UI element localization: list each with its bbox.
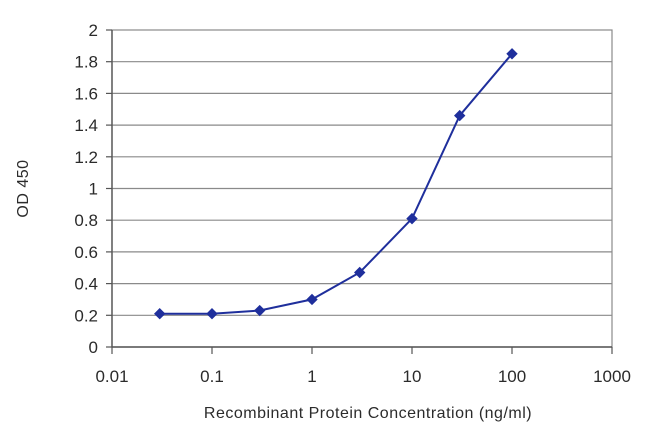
- data-point: [206, 308, 218, 320]
- x-tick-label: 100: [498, 367, 526, 386]
- y-tick-label: 1.2: [74, 148, 98, 167]
- y-ticks: 0 0.2 0.4 0.6 0.8 1 1.2 1.4 1.6 1.8 2: [74, 21, 112, 357]
- x-tick-label: 0.1: [200, 367, 224, 386]
- y-tick-label: 0.6: [74, 243, 98, 262]
- y-tick-label: 0: [89, 338, 98, 357]
- y-tick-label: 1.8: [74, 53, 98, 72]
- y-tick-label: 0.2: [74, 306, 98, 325]
- data-point: [506, 48, 518, 60]
- series-group: [154, 48, 518, 320]
- y-tick-label: 1.6: [74, 84, 98, 103]
- y-tick-label: 0.8: [74, 211, 98, 230]
- x-ticks: 0.01 0.1 1 10 100 1000: [95, 347, 631, 386]
- data-point: [454, 109, 466, 122]
- data-point: [306, 293, 318, 306]
- x-axis-title: Recombinant Protein Concentration (ng/ml…: [204, 405, 532, 422]
- x-tick-label: 10: [403, 367, 422, 386]
- data-point: [254, 304, 266, 317]
- y-tick-label: 2: [89, 21, 98, 40]
- x-tick-label: 1: [307, 367, 316, 386]
- x-tick-label: 0.01: [95, 367, 128, 386]
- series-line: [159, 53, 513, 315]
- data-point: [154, 308, 166, 320]
- x-tick-label: 1000: [593, 367, 631, 386]
- data-point: [406, 212, 418, 225]
- y-tick-label: 1: [89, 180, 98, 199]
- grid-lines: [112, 61, 612, 316]
- y-tick-label: 0.4: [74, 275, 98, 294]
- y-tick-label: 1.4: [74, 116, 98, 135]
- data-point: [354, 266, 366, 279]
- y-axis-title: OD 450: [15, 159, 32, 217]
